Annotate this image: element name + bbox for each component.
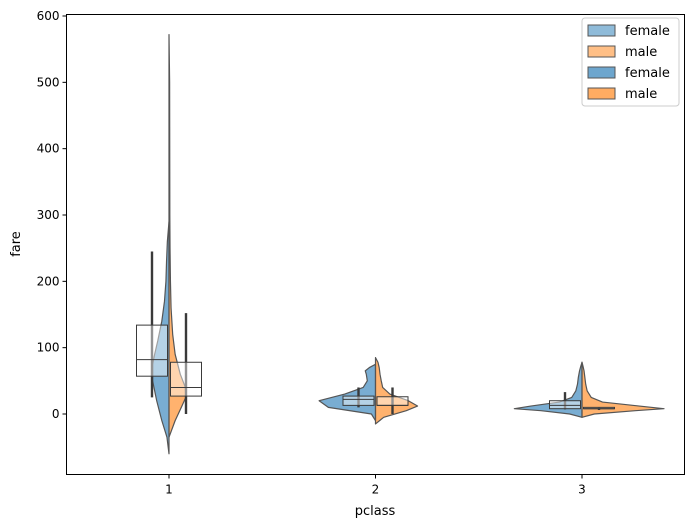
box-male-pclass-3 (583, 406, 615, 411)
legend-swatch-male (587, 45, 616, 58)
violin-female-pclass-1 (152, 221, 170, 455)
violin-male-pclass-1 (168, 33, 187, 438)
violin-male-pclass-2 (374, 357, 419, 425)
legend-label-female: female (625, 24, 670, 39)
box-male-pclass-2 (376, 387, 409, 414)
box-iqr (342, 395, 375, 406)
box-iqr (376, 396, 409, 406)
box-layer (136, 251, 615, 414)
y-tick-label: 300 (37, 208, 60, 222)
box-female-pclass-3 (549, 392, 581, 410)
legend-frame (581, 17, 680, 107)
y-tick-label: 200 (37, 274, 60, 288)
box-male-pclass-1 (170, 313, 202, 414)
y-tick-label: 100 (37, 341, 60, 355)
x-axis: 1 2 3 (165, 474, 586, 497)
legend-swatch-female (587, 24, 616, 37)
violin-female-pclass-2 (318, 363, 377, 422)
box-iqr (136, 324, 168, 377)
y-tick-label: 0 (52, 407, 60, 421)
x-tick-label: 2 (372, 483, 380, 497)
x-tick-label: 1 (165, 483, 173, 497)
legend-swatch-male (587, 87, 616, 100)
y-tick-label: 600 (37, 9, 60, 23)
box-iqr (170, 361, 202, 397)
x-axis-label: pclass (355, 504, 396, 519)
y-axis-label: fare (9, 231, 24, 257)
x-tick-label: 3 (578, 483, 586, 497)
y-tick-label: 400 (37, 142, 60, 156)
legend-label-female: female (625, 66, 670, 81)
legend-label-male: male (625, 45, 657, 60)
box-female-pclass-1 (136, 251, 168, 398)
violin-male-pclass-3 (581, 361, 665, 418)
legend-label-male: male (625, 87, 657, 102)
box-iqr (549, 400, 581, 410)
legend: female male female male (581, 17, 680, 107)
y-axis: 0 100 200 300 400 500 600 (37, 9, 67, 421)
box-female-pclass-2 (342, 387, 375, 408)
y-tick-label: 500 (37, 75, 60, 89)
legend-swatch-female (587, 66, 616, 79)
